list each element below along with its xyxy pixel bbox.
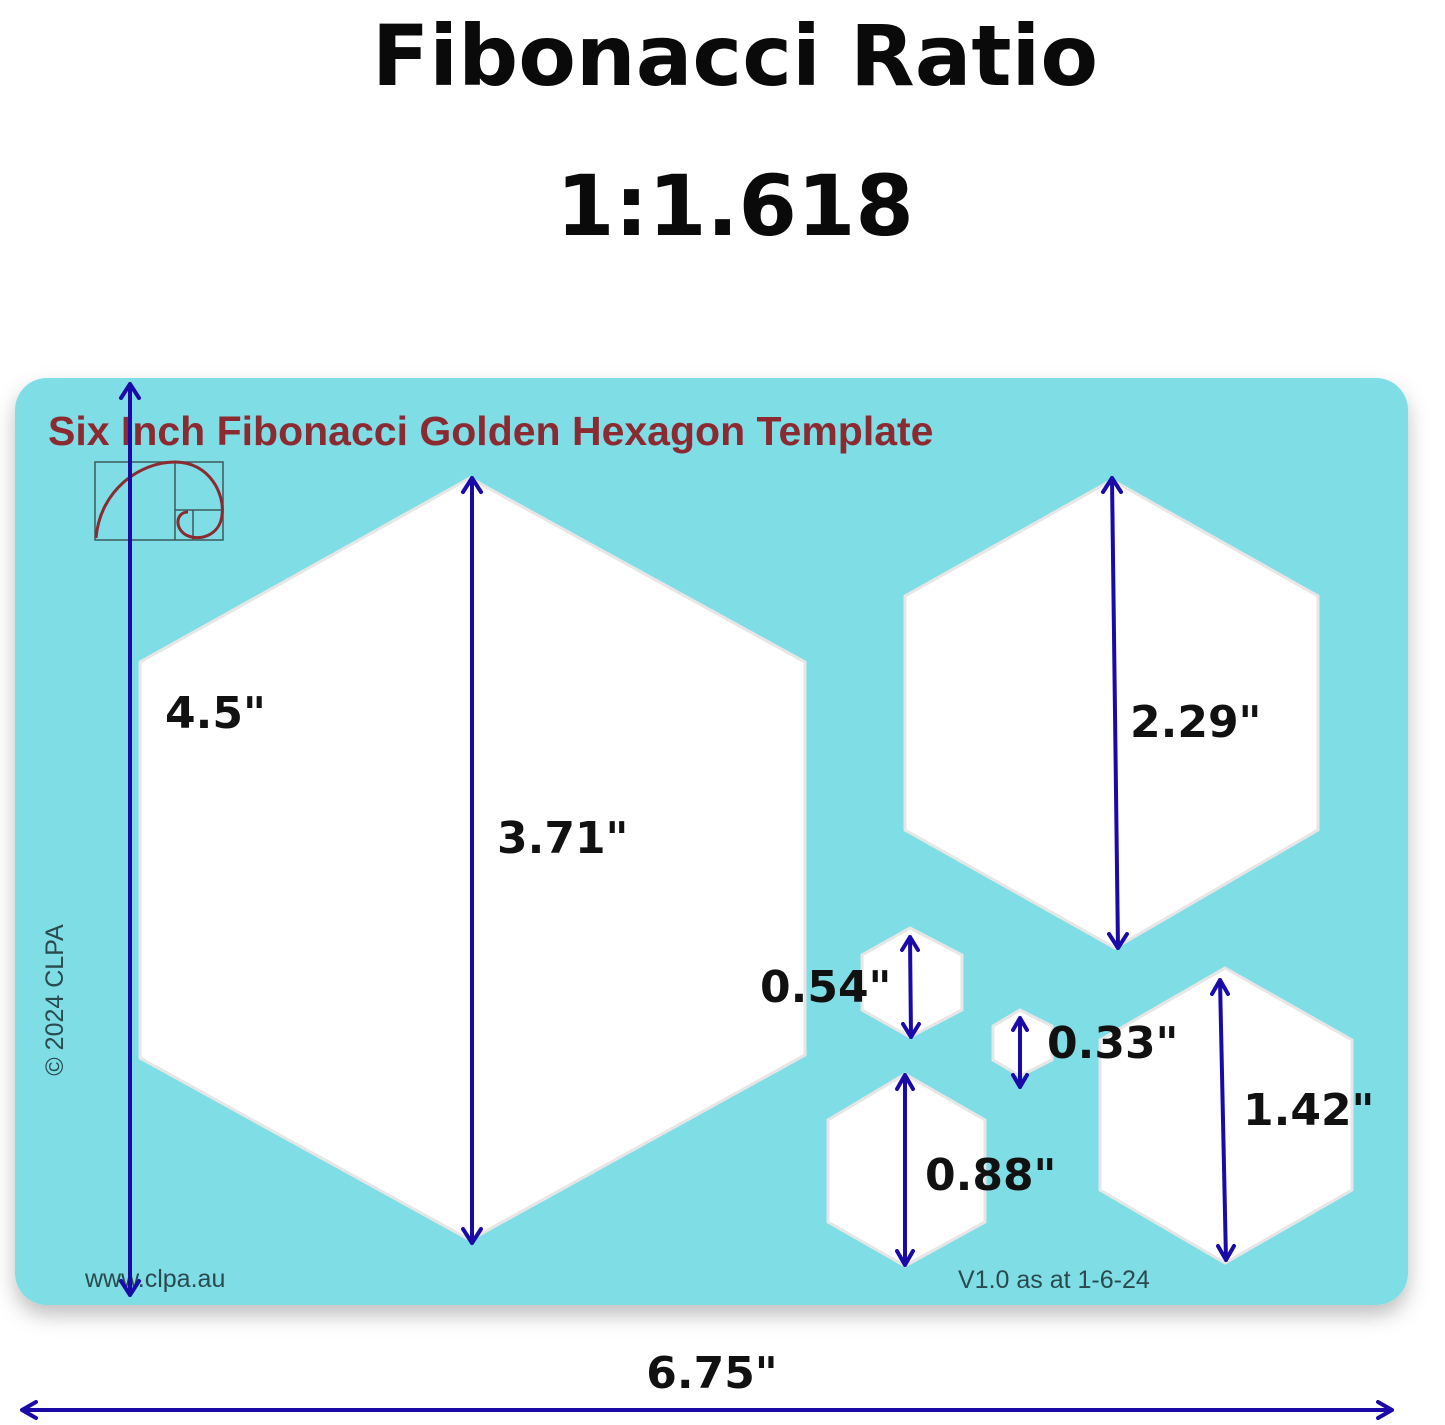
dimension-arrows (20, 382, 1394, 1420)
arrow-0-88 (895, 1073, 915, 1267)
hexagon-2-29 (903, 478, 1320, 950)
website-text: www.clpa.au (84, 1265, 225, 1293)
arrow-1-42 (1210, 978, 1236, 1262)
arrow-2-29 (1101, 476, 1129, 950)
arrow-height (119, 382, 141, 1297)
label-0-54: 0.54" (760, 962, 891, 1013)
arrow-3-71 (461, 476, 483, 1245)
arrow-0-33 (1011, 1016, 1029, 1089)
heading-line2: 1:1.618 (556, 157, 914, 255)
version-text: V1.0 as at 1-6-24 (958, 1266, 1150, 1294)
label-3-71: 3.71" (497, 813, 628, 864)
arrow-0-54 (900, 935, 921, 1039)
arrow-width (20, 1400, 1394, 1420)
label-0-88: 0.88" (925, 1150, 1056, 1201)
heading-line1: Fibonacci Ratio (372, 7, 1098, 105)
hexagon-1-42 (1098, 966, 1354, 1265)
label-1-42: 1.42" (1243, 1085, 1374, 1136)
template-title: Six Inch Fibonacci Golden Hexagon Templa… (48, 408, 933, 454)
copyright-text: © 2024 CLPA (41, 924, 69, 1076)
label-2-29: 2.29" (1130, 697, 1261, 748)
label-width: 6.75" (646, 1348, 777, 1399)
label-0-33: 0.33" (1047, 1018, 1178, 1069)
label-height: 4.5" (165, 688, 266, 739)
